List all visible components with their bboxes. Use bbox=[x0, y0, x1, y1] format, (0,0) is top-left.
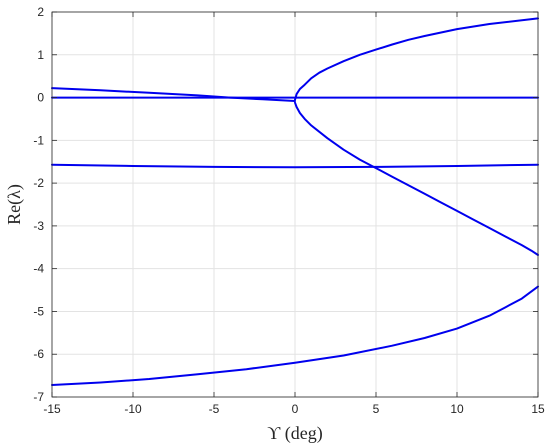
y-tick-label: -2 bbox=[33, 176, 44, 190]
y-tick-label: 2 bbox=[37, 5, 44, 19]
series-line-3 bbox=[294, 17, 539, 101]
series-layer bbox=[51, 17, 539, 386]
y-tick-label: -7 bbox=[33, 390, 44, 404]
x-tick-label: 15 bbox=[531, 402, 545, 416]
y-tick-label: -6 bbox=[33, 347, 44, 361]
x-tick-label: 5 bbox=[373, 402, 380, 416]
x-tick-label: -5 bbox=[209, 402, 220, 416]
series-line-2 bbox=[51, 87, 296, 102]
series-line-4 bbox=[294, 101, 539, 256]
y-tick-label: 1 bbox=[37, 48, 44, 62]
series-line-5 bbox=[51, 163, 539, 169]
x-tick-label: -15 bbox=[43, 402, 61, 416]
series-line-6 bbox=[51, 285, 539, 386]
x-tick-label: -10 bbox=[124, 402, 142, 416]
ticks bbox=[51, 11, 539, 398]
y-tick-label: -5 bbox=[33, 304, 44, 318]
y-axis-label: Re(λ) bbox=[4, 184, 25, 225]
x-axis-label: ϒ (deg) bbox=[267, 423, 322, 444]
y-tick-label: -1 bbox=[33, 133, 44, 147]
y-tick-label: -4 bbox=[33, 262, 44, 276]
y-tick-label: 0 bbox=[37, 91, 44, 105]
y-tick-label: -3 bbox=[33, 219, 44, 233]
x-tick-label: 10 bbox=[450, 402, 464, 416]
grid bbox=[51, 11, 539, 398]
x-tick-label: 0 bbox=[292, 402, 299, 416]
